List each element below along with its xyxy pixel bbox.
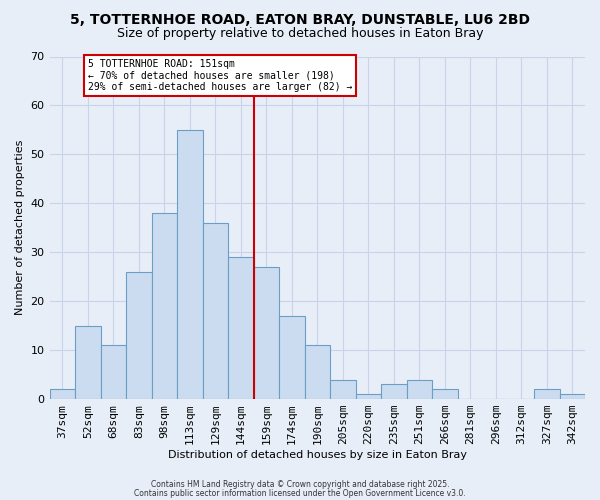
X-axis label: Distribution of detached houses by size in Eaton Bray: Distribution of detached houses by size … <box>168 450 467 460</box>
Bar <box>381 384 407 399</box>
Bar <box>254 267 279 399</box>
Bar <box>407 380 432 399</box>
Bar <box>560 394 585 399</box>
Bar <box>101 345 126 399</box>
Bar <box>279 316 305 399</box>
Bar <box>126 272 152 399</box>
Bar <box>432 390 458 399</box>
Bar <box>330 380 356 399</box>
Bar <box>228 257 254 399</box>
Bar <box>356 394 381 399</box>
Text: Size of property relative to detached houses in Eaton Bray: Size of property relative to detached ho… <box>117 28 483 40</box>
Bar <box>152 213 177 399</box>
Bar <box>75 326 101 399</box>
Text: Contains public sector information licensed under the Open Government Licence v3: Contains public sector information licen… <box>134 488 466 498</box>
Bar <box>203 223 228 399</box>
Text: 5 TOTTERNHOE ROAD: 151sqm
← 70% of detached houses are smaller (198)
29% of semi: 5 TOTTERNHOE ROAD: 151sqm ← 70% of detac… <box>88 59 352 92</box>
Text: Contains HM Land Registry data © Crown copyright and database right 2025.: Contains HM Land Registry data © Crown c… <box>151 480 449 489</box>
Y-axis label: Number of detached properties: Number of detached properties <box>15 140 25 316</box>
Bar <box>177 130 203 399</box>
Bar <box>305 345 330 399</box>
Text: 5, TOTTERNHOE ROAD, EATON BRAY, DUNSTABLE, LU6 2BD: 5, TOTTERNHOE ROAD, EATON BRAY, DUNSTABL… <box>70 12 530 26</box>
Bar <box>50 390 75 399</box>
Bar <box>534 390 560 399</box>
